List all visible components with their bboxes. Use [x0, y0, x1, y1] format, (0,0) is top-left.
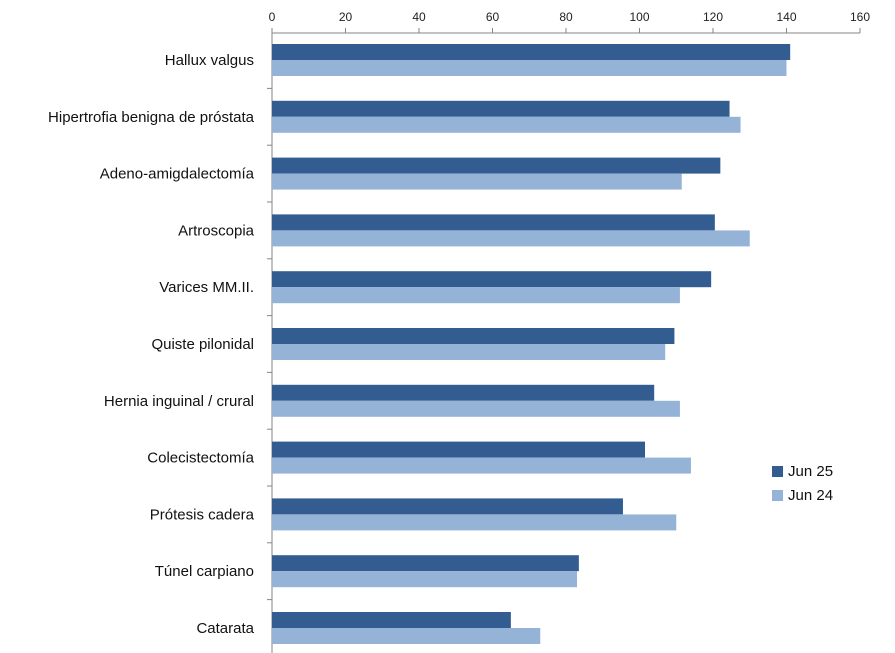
category-label: Colecistectomía — [147, 450, 254, 467]
category-label: Hallux valgus — [165, 52, 254, 69]
x-tick-label: 160 — [850, 10, 870, 24]
x-tick-label: 100 — [629, 10, 649, 24]
category-label: Catarata — [196, 620, 254, 637]
bar-jun-24 — [272, 628, 541, 644]
bar-jun-24 — [272, 173, 682, 190]
bar-jun-24 — [272, 457, 691, 474]
category-label: Quiste pilonidal — [151, 336, 254, 353]
category-label: Adeno-amigdalectomía — [100, 166, 255, 183]
legend-swatch — [772, 465, 783, 477]
bar-jun-25 — [272, 384, 655, 401]
bar-jun-24 — [272, 344, 666, 360]
bar-jun-25 — [272, 612, 511, 628]
legend-item: Jun 24 — [772, 483, 833, 507]
x-tick-label: 20 — [339, 10, 353, 24]
category-label: Hipertrofia benigna de próstata — [48, 109, 255, 126]
bar-jun-25 — [272, 157, 721, 174]
legend-label: Jun 25 — [788, 462, 834, 480]
category-label: Prótesis cadera — [150, 506, 255, 523]
bar-jun-25 — [272, 555, 579, 572]
bar-jun-24 — [272, 287, 680, 304]
bar-jun-25 — [272, 271, 712, 288]
x-tick-label: 80 — [559, 10, 573, 24]
bar-jun-24 — [272, 60, 787, 76]
legend-swatch — [772, 489, 783, 501]
bar-jun-24 — [272, 514, 677, 531]
bar-jun-25 — [272, 328, 675, 344]
category-label: Túnel carpiano — [155, 563, 254, 580]
bar-jun-25 — [272, 100, 730, 117]
bar-jun-24 — [272, 571, 578, 588]
x-tick-label: 60 — [486, 10, 500, 24]
bar-jun-24 — [272, 230, 750, 247]
bar-jun-24 — [272, 400, 680, 417]
bar-jun-25 — [272, 498, 623, 515]
x-tick-label: 120 — [703, 10, 723, 24]
x-tick-label: 40 — [412, 10, 426, 24]
category-label: Varices MM.II. — [159, 279, 254, 296]
category-label: Artroscopia — [178, 222, 255, 239]
legend: Jun 25 Jun 24 — [772, 459, 833, 507]
bar-jun-24 — [272, 116, 741, 133]
bar-jun-25 — [272, 44, 791, 60]
bar-jun-25 — [272, 214, 715, 231]
legend-item: Jun 25 — [772, 459, 833, 483]
legend-label: Jun 24 — [788, 486, 834, 504]
bar-jun-25 — [272, 441, 646, 458]
category-label: Hernia inguinal / crural — [104, 393, 254, 410]
x-tick-label: 140 — [776, 10, 796, 24]
x-tick-label: 0 — [269, 10, 276, 24]
